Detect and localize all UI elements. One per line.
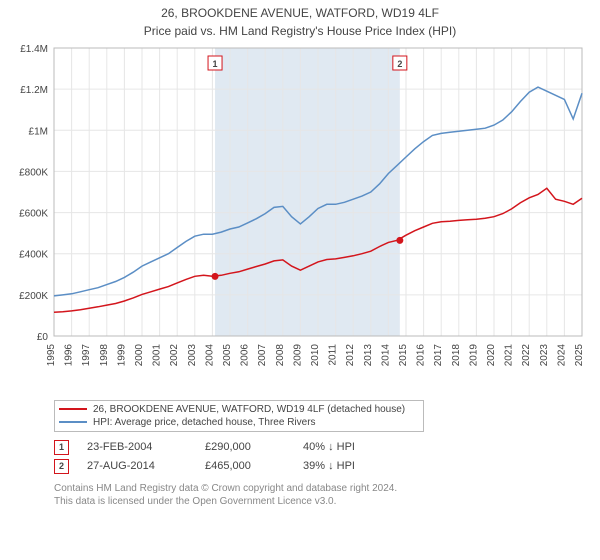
svg-text:2024: 2024 <box>556 343 567 366</box>
svg-text:2015: 2015 <box>398 343 409 366</box>
svg-text:£200K: £200K <box>19 290 48 301</box>
svg-text:2017: 2017 <box>433 343 444 366</box>
svg-text:1: 1 <box>213 59 218 69</box>
svg-text:£600K: £600K <box>19 208 48 219</box>
svg-text:2001: 2001 <box>152 343 163 366</box>
sale-row: 2 27-AUG-2014 £465,000 39% ↓ HPI <box>54 457 590 476</box>
svg-text:2009: 2009 <box>292 343 303 366</box>
chart-area: £0 £200K £400K £600K £800K £1M £1.2M £1.4M 1995 1… <box>10 44 590 394</box>
chart-title: 26, BROOKDENE AVENUE, WATFORD, WD19 4LF <box>10 6 590 22</box>
svg-text:2020: 2020 <box>486 343 497 366</box>
svg-text:2007: 2007 <box>257 343 268 366</box>
svg-text:£0: £0 <box>37 332 49 343</box>
chart-page: 26, BROOKDENE AVENUE, WATFORD, WD19 4LF … <box>0 0 600 512</box>
footer-line-1: Contains HM Land Registry data © Crown c… <box>54 482 590 495</box>
sale-price: £290,000 <box>205 441 285 453</box>
svg-text:1999: 1999 <box>116 343 127 366</box>
svg-text:1998: 1998 <box>99 343 110 366</box>
svg-text:2023: 2023 <box>539 343 550 366</box>
sale-date: 23-FEB-2004 <box>87 441 187 453</box>
svg-text:£1.2M: £1.2M <box>20 85 48 96</box>
svg-text:2018: 2018 <box>451 343 462 366</box>
svg-text:2002: 2002 <box>169 343 180 366</box>
svg-text:2022: 2022 <box>521 343 532 366</box>
sale-pct: 39% ↓ HPI <box>303 460 383 472</box>
svg-text:£1M: £1M <box>29 126 48 137</box>
legend-label: 26, BROOKDENE AVENUE, WATFORD, WD19 4LF … <box>93 404 405 415</box>
svg-text:2016: 2016 <box>416 343 427 366</box>
svg-text:2004: 2004 <box>204 343 215 366</box>
legend-label: HPI: Average price, detached house, Thre… <box>93 417 316 428</box>
sale-pct: 40% ↓ HPI <box>303 441 383 453</box>
svg-text:2006: 2006 <box>240 343 251 366</box>
svg-text:2014: 2014 <box>380 343 391 366</box>
legend-swatch <box>59 408 87 410</box>
svg-text:2008: 2008 <box>275 343 286 366</box>
legend-box: 26, BROOKDENE AVENUE, WATFORD, WD19 4LF … <box>54 400 424 432</box>
svg-text:2: 2 <box>397 59 402 69</box>
svg-text:2012: 2012 <box>345 343 356 366</box>
svg-text:2000: 2000 <box>134 343 145 366</box>
sale-date: 27-AUG-2014 <box>87 460 187 472</box>
svg-text:1996: 1996 <box>64 343 75 366</box>
sales-table: 1 23-FEB-2004 £290,000 40% ↓ HPI 2 27-AUG-201… <box>10 438 590 476</box>
svg-text:2005: 2005 <box>222 343 233 366</box>
legend-row: 26, BROOKDENE AVENUE, WATFORD, WD19 4LF … <box>59 403 419 416</box>
svg-text:2003: 2003 <box>187 343 198 366</box>
svg-text:2025: 2025 <box>574 343 585 366</box>
svg-text:2010: 2010 <box>310 343 321 366</box>
footer-text: Contains HM Land Registry data © Crown c… <box>54 482 590 508</box>
sale-marker-box: 1 <box>54 440 69 455</box>
svg-text:2021: 2021 <box>504 343 515 366</box>
footer-line-2: This data is licensed under the Open Gov… <box>54 495 590 508</box>
chart-subtitle: Price paid vs. HM Land Registry's House … <box>10 24 590 38</box>
svg-text:2013: 2013 <box>363 343 374 366</box>
svg-text:£1.4M: £1.4M <box>20 44 48 55</box>
svg-text:2019: 2019 <box>468 343 479 366</box>
legend-row: HPI: Average price, detached house, Thre… <box>59 416 419 429</box>
svg-text:£400K: £400K <box>19 249 48 260</box>
sale-marker-box: 2 <box>54 459 69 474</box>
svg-text:1997: 1997 <box>81 343 92 366</box>
sale-price: £465,000 <box>205 460 285 472</box>
svg-text:1995: 1995 <box>46 343 57 366</box>
line-chart: £0 £200K £400K £600K £800K £1M £1.2M £1.4M 1995 1… <box>10 44 590 394</box>
legend-swatch <box>59 421 87 423</box>
sale-row: 1 23-FEB-2004 £290,000 40% ↓ HPI <box>54 438 590 457</box>
svg-text:2011: 2011 <box>328 343 339 365</box>
svg-text:£800K: £800K <box>19 167 48 178</box>
